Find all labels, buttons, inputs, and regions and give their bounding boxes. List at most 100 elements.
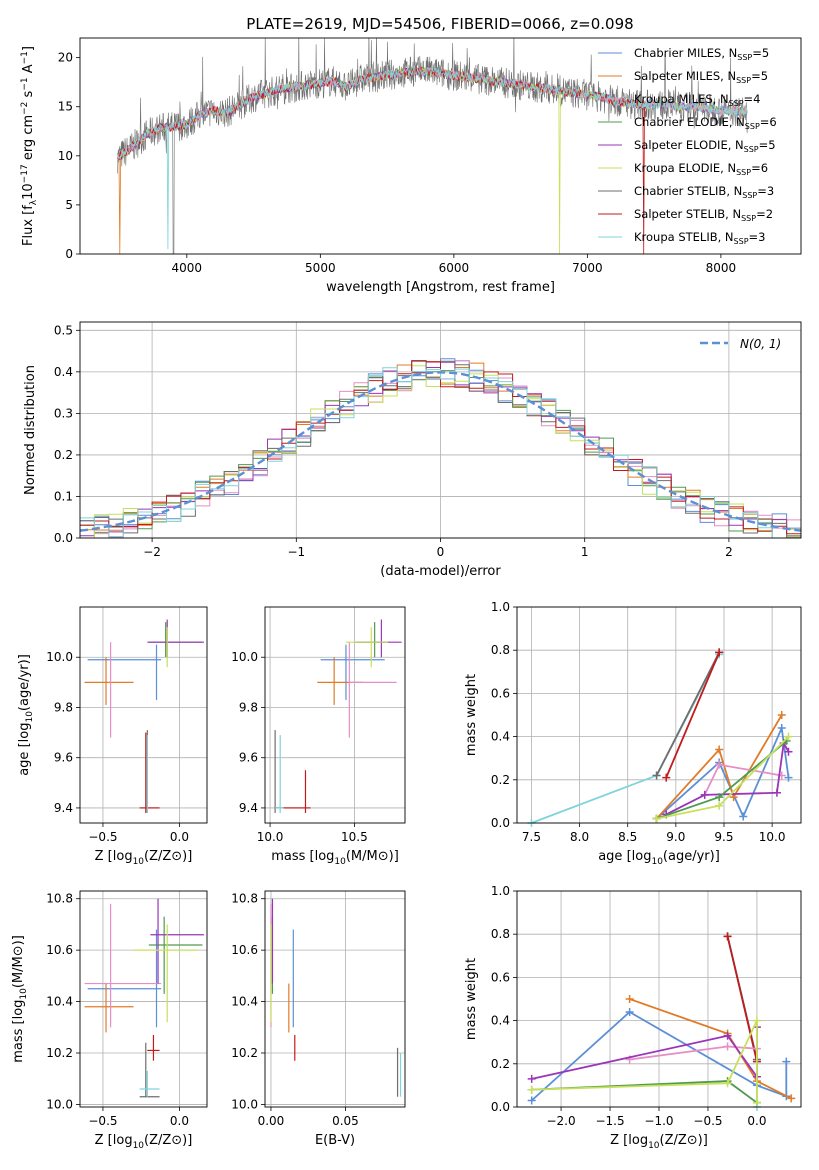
y-tick-label: 10.0 [46, 650, 73, 664]
legend-entry: N(0, 1) [740, 337, 781, 351]
x-tick-label: −0.5 [693, 1114, 722, 1128]
x-tick-label: 8.0 [570, 830, 589, 844]
x-tick-label: 0.05 [332, 1114, 359, 1128]
y-tick-label: 10.0 [46, 1097, 73, 1111]
x-axis-label: wavelength [Angstrom, rest frame] [326, 280, 555, 295]
weight-purple-marker [784, 747, 793, 756]
weight-red-line [665, 652, 721, 778]
weight-blue-marker [777, 723, 786, 732]
weight-lime-marker [752, 1016, 761, 1025]
weight-purple-line [531, 1027, 758, 1080]
weight-green-line [531, 1080, 758, 1104]
weight-blue-marker [784, 773, 793, 782]
weight-cyan-line [726, 936, 758, 1107]
y-tick-label: 0.4 [491, 730, 510, 744]
y-tick-label: 10.2 [46, 1046, 73, 1060]
histogram-cyan-line [80, 367, 801, 538]
spectrum-panel: 4000 5000 6000 7000 8000 0 5 10 15 20 wavelength [… [20, 37, 802, 295]
y-tick-label: 0.0 [491, 816, 510, 830]
weight-purple-marker [700, 790, 709, 799]
x-tick-label: 0 [437, 545, 445, 559]
weight-blue-marker [782, 1057, 791, 1066]
legend-entry: Salpeter ELODIE, NSSP=5 [634, 138, 776, 154]
y-tick-label: 0.5 [54, 323, 73, 337]
x-tick-label: −2 [143, 545, 161, 559]
x-tick-label: 10.0 [257, 830, 284, 844]
weight-vs-Z-panel: −2.0 −1.5 −1.0 −0.5 0.0 0.0 0.2 0.4 0.6 0.8 1.0 Z [… [464, 884, 802, 1151]
y-axis-label: Normed distribution [23, 365, 38, 495]
y-tick-label: 0.2 [491, 1057, 510, 1071]
y-tick-label: 10 [58, 149, 73, 163]
spectrum-pink-line [117, 66, 748, 159]
y-axis-label: mass [log10(M/M⊙)] [11, 935, 29, 1063]
axes-frame [79, 890, 208, 1108]
spectrum-cyan-line [117, 66, 748, 250]
axes-frame [264, 606, 406, 824]
x-tick-label: −0.5 [88, 1114, 117, 1128]
x-tick-label: −1 [287, 545, 305, 559]
y-tick-label: 1.0 [491, 884, 510, 898]
x-tick-label: −2.0 [546, 1114, 575, 1128]
y-tick-label: 0.4 [54, 365, 73, 379]
y-tick-label: 20 [58, 51, 73, 65]
legend-entry: Kroupa MILES, NSSP=4 [634, 92, 760, 108]
x-tick-label: 0.0 [170, 830, 189, 844]
weight-pink-marker [723, 1042, 732, 1051]
weight-purple-marker [723, 1031, 732, 1040]
weight-pink-marker [715, 760, 724, 769]
weight-orange-marker [787, 1094, 796, 1103]
y-tick-label: 9.8 [54, 700, 73, 714]
weight-orange-line [655, 714, 783, 820]
y-axis-label: age [log10(age/yr)] [17, 654, 35, 776]
legend-entry: Chabrier ELODIE, NSSP=6 [634, 115, 777, 131]
x-axis-label: Z [log10(Z/Z⊙)] [95, 1133, 193, 1151]
x-tick-label: −1.5 [595, 1114, 624, 1128]
x-axis-label: (data-model)/error [380, 564, 501, 579]
y-tick-label: 0.0 [54, 531, 73, 545]
x-tick-label: −1.0 [644, 1114, 673, 1128]
y-tick-label: 0 [65, 247, 73, 261]
y-tick-label: 0.2 [54, 448, 73, 462]
weight-blue-marker [739, 812, 748, 821]
y-tick-label: 10.0 [231, 650, 258, 664]
x-tick-label: 0.0 [170, 1114, 189, 1128]
weight-gray-line [655, 651, 721, 776]
x-tick-label: 9.0 [666, 830, 685, 844]
y-tick-label: 0.8 [491, 927, 510, 941]
y-axis-label: mass weight [464, 674, 479, 756]
x-tick-label: 9.5 [714, 830, 733, 844]
legend-entry: Chabrier MILES, NSSP=5 [634, 46, 769, 62]
axes-frame [79, 606, 208, 824]
x-tick-label: 2 [725, 545, 733, 559]
mass-vs-EBV-panel: 0.00 0.05 10.0 10.2 10.4 10.6 10.8 E(B-V) [231, 890, 406, 1148]
weight-lime-marker [752, 1098, 761, 1107]
y-tick-label: 15 [58, 100, 73, 114]
weight-lime-marker [784, 732, 793, 741]
weight-orange-marker [777, 711, 786, 719]
axes-frame [264, 890, 406, 1108]
y-tick-label: 10.4 [46, 995, 73, 1009]
x-tick-label: 10.5 [341, 830, 368, 844]
y-tick-label: 10.8 [46, 892, 73, 906]
x-tick-label: 5000 [305, 261, 336, 275]
x-tick-label: 6000 [439, 261, 470, 275]
y-tick-label: 1.0 [491, 600, 510, 614]
age-vs-Z-panel: −0.5 0.0 9.4 9.6 9.8 10.0 Z [log10(Z/Z⊙)] age [… [17, 606, 208, 867]
x-tick-label: 7000 [572, 261, 603, 275]
y-tick-label: 0.3 [54, 406, 73, 420]
weight-cyan-line [531, 654, 720, 824]
y-tick-label: 0.1 [54, 489, 73, 503]
weight-red-line [726, 936, 758, 1062]
y-axis-label: Flux [fλ10−17 erg cm−2 s−1 A−1] [20, 46, 39, 246]
weight-red-marker [715, 648, 724, 657]
y-tick-label: 0.4 [491, 1014, 510, 1028]
y-axis-label: mass weight [464, 958, 479, 1040]
y-tick-label: 10.0 [231, 1097, 258, 1111]
y-tick-label: 10.4 [231, 995, 258, 1009]
x-tick-label: 10.0 [759, 830, 786, 844]
spectrum-orange-line [117, 66, 645, 254]
figure-title: PLATE=2619, MJD=54506, FIBERID=0066, z=0… [246, 15, 633, 33]
weight-orange-marker [625, 995, 634, 1003]
x-tick-label: 0.0 [747, 1114, 766, 1128]
